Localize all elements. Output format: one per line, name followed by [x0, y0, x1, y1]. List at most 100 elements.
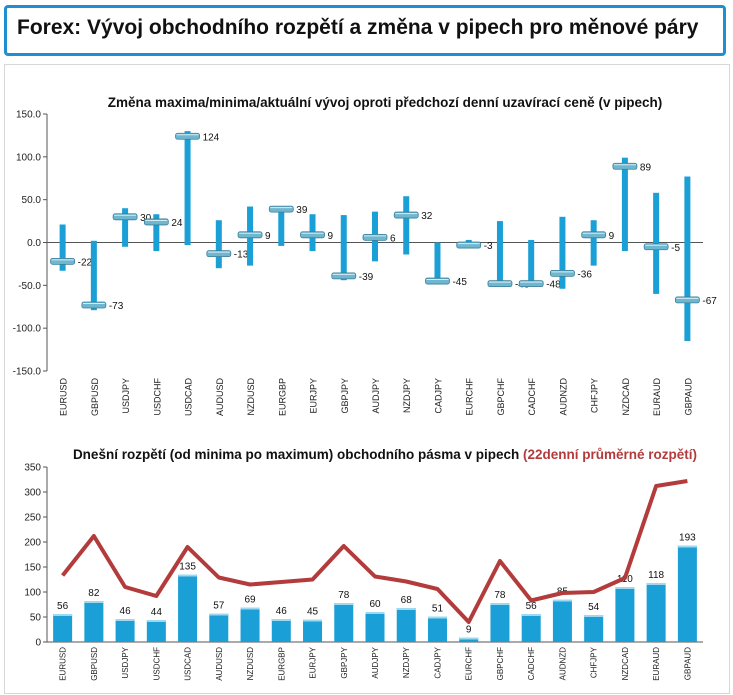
chart1-x-tick-label: EURJPY — [309, 378, 319, 414]
chart2-x-tick-label: AUDJPY — [371, 646, 380, 678]
chart2-x-tick-label: USDCAD — [184, 647, 193, 681]
chart2-y-tick-label: 150 — [24, 563, 41, 574]
chart1-data-label: -22 — [78, 257, 93, 268]
chart2-data-label: 68 — [401, 595, 413, 606]
chart2-bar-highlight — [459, 637, 479, 640]
chart2-bar-highlight — [615, 587, 635, 589]
chart2-data-label: 46 — [276, 606, 288, 617]
chart1-current-marker — [362, 233, 388, 241]
chart1-x-tick-label: GBPUSD — [90, 378, 100, 417]
chart1-range-bar — [621, 157, 628, 252]
chart1-x-tick-label: GBPCHF — [496, 378, 506, 416]
chart1-y-tick-label: -100.0 — [13, 324, 42, 335]
chart1-range-bar — [59, 224, 66, 271]
chart1-range-bar — [684, 176, 691, 342]
chart1-current-marker — [175, 132, 200, 140]
chart2-bar — [240, 607, 260, 642]
chart1-data-label: -48 — [546, 280, 561, 291]
chart1-x-tick-label: USDCAD — [184, 378, 194, 417]
chart1-y-tick-label: -50.0 — [18, 281, 41, 292]
chart2-y-tick-label: 200 — [24, 538, 41, 549]
chart2-bar — [521, 614, 541, 642]
chart1-range-bar — [122, 208, 129, 247]
chart1-range-bar — [528, 239, 535, 287]
chart2-x-tick-label: NZDUSD — [246, 647, 255, 681]
chart2-bar-highlight — [209, 613, 229, 616]
chart2-x-tick-label: USDJPY — [121, 646, 130, 678]
chart2-data-label: 56 — [526, 601, 538, 612]
chart1-range-bar — [184, 131, 191, 246]
chart2-bar — [178, 574, 198, 642]
chart1-x-tick-label: USDCHF — [152, 377, 162, 415]
chart1-data-label: 9 — [609, 231, 615, 242]
chart1-marks: -22-733024124-139399-39632-45-3-48-48-36… — [50, 131, 717, 342]
chart2-bar-highlight — [490, 603, 510, 605]
chart1-current-marker — [331, 272, 357, 280]
chart2-x-tick-label: AUDNZD — [558, 647, 567, 681]
chart1-data-label: -5 — [671, 243, 680, 254]
chart1-y-tick-label: -150.0 — [13, 367, 42, 378]
chart1-data-label: 124 — [203, 132, 220, 143]
chart2-x-tick-label: EURCHF — [465, 647, 474, 680]
chart1-data-label: -39 — [359, 272, 374, 283]
chart1-data-label: 24 — [171, 218, 183, 229]
chart2-bar — [303, 619, 323, 642]
chart1-x-tick-label: NZDCAD — [621, 378, 631, 416]
chart1-range-bar — [496, 221, 503, 288]
chart2-x-tick-label: GBPUSD — [90, 647, 99, 681]
chart1-current-marker — [268, 205, 294, 213]
chart1-data-label: 9 — [265, 231, 271, 242]
chart2-data-label: 9 — [466, 625, 472, 636]
chart2-bar — [490, 603, 510, 642]
chart2-bar — [84, 601, 104, 642]
chart2-average-range-line — [61, 479, 688, 624]
chart1-range-bar — [340, 215, 347, 281]
chart2-bar-highlight — [646, 583, 666, 585]
chart2-bar — [53, 614, 73, 642]
chart1-range-bar — [590, 220, 597, 266]
chart1-current-marker — [487, 280, 513, 288]
chart2-bar-highlight — [584, 615, 604, 617]
chart1-data-label: 32 — [421, 211, 433, 222]
chart2-bar-highlight — [521, 614, 541, 616]
chart1-x-tick-label: GBPAUD — [683, 378, 693, 416]
chart2-bar — [427, 616, 447, 642]
chart2-data-label: 54 — [588, 602, 600, 613]
chart1-title: Změna maxima/minima/aktuální vývoj oprot… — [108, 95, 662, 110]
chart1-x-tick-label: NZDUSD — [246, 378, 256, 416]
chart2-data-label: 56 — [57, 601, 69, 612]
chart1-current-marker — [393, 211, 419, 219]
chart1-y-tick-label: 100.0 — [16, 152, 41, 163]
chart2-bar-highlight — [303, 619, 323, 622]
chart1-current-marker — [50, 257, 76, 265]
chart2-bar — [115, 619, 135, 642]
chart1-range-bar — [278, 209, 285, 246]
chart1-data-label: -36 — [577, 269, 592, 280]
chart1-x-tick-label: NZDJPY — [402, 378, 412, 413]
chart1-y-tick-label: 150.0 — [16, 110, 41, 121]
chart2-x-tick-label: GBPCHF — [496, 647, 505, 680]
chart1-x-tick-label: CADCHF — [527, 377, 537, 415]
chart1-x-tick-label: CHFJPY — [590, 378, 600, 413]
chart1-data-label: -13 — [234, 250, 249, 261]
chart1-range-bar — [403, 196, 410, 255]
chart2-y-tick-label: 300 — [24, 488, 41, 499]
chart2-data-label: 78 — [494, 590, 506, 601]
chart2-x-tick-label: EURAUD — [652, 647, 661, 681]
chart1-x-tick-label: AUDNZD — [558, 378, 568, 416]
chart1-range-bar — [215, 220, 222, 269]
chart2-bar-highlight — [365, 612, 385, 614]
chart1-current-marker — [237, 231, 263, 239]
chart1-data-label: 9 — [328, 231, 334, 242]
chart1-current-marker — [425, 277, 450, 285]
chart2-bar — [552, 599, 572, 642]
chart1-current-marker — [206, 250, 232, 258]
chart1-x-tick-label: GBPJPY — [340, 378, 350, 414]
chart2-bar — [396, 608, 416, 642]
chart2-x-tick-label: EURUSD — [59, 647, 68, 681]
chart2-bar — [459, 637, 479, 642]
chart1-range-bar — [90, 240, 97, 311]
chart1-current-marker — [550, 269, 575, 277]
chart2-bar — [271, 619, 291, 642]
